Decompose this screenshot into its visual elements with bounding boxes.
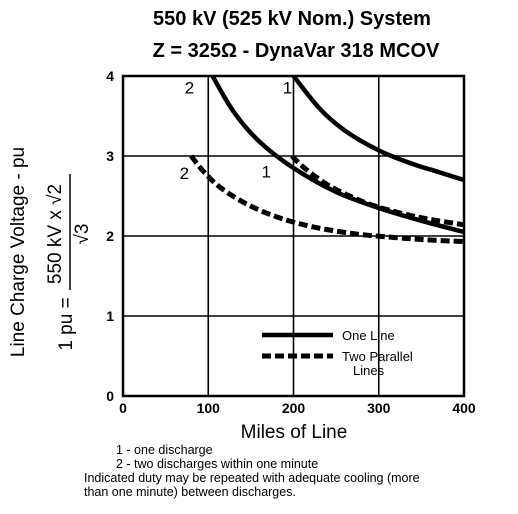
y-tick-label-3: 3 [106, 148, 114, 164]
curve-labels: 2 1 2 1 [180, 79, 293, 184]
two-parallel-lines-curve-1 [290, 154, 465, 228]
x-tick-label-300: 300 [367, 400, 391, 416]
note-3: Indicated duty may be repeated with adeq… [84, 471, 420, 485]
chart: 550 kV (525 kV Nom.) System Z = 325Ω - D… [8, 8, 476, 440]
series-group [189, 74, 465, 245]
legend-label-two-parallel-lines: Two Parallel Lines [342, 349, 413, 378]
legend-label-one-line: One Line [342, 328, 395, 343]
pu-definition-lhs: 1 pu = [56, 297, 77, 350]
one-line-curve-2 [210, 74, 465, 235]
note-1: 1 - one discharge [116, 443, 213, 457]
x-tick-label-0: 0 [119, 400, 127, 416]
y-tick-labels: 0 1 2 3 4 [106, 68, 114, 404]
y-axis-label: Line Charge Voltage - pu [8, 147, 29, 357]
x-tick-labels: 0 100 200 300 400 [119, 400, 476, 416]
curve-label-2: 1 [283, 79, 292, 98]
chart-subtitle: Z = 325Ω - DynaVar 318 MCOV [153, 40, 440, 62]
curve-label-3: 2 [180, 164, 189, 183]
pu-definition-denominator: √3 [72, 224, 93, 245]
pu-definition: 1 pu = 550 kV x √2 √3 [45, 174, 93, 351]
grid [122, 75, 465, 397]
notes: 1 - one discharge 2 - two discharges wit… [84, 443, 514, 499]
y-tick-label-0: 0 [106, 388, 114, 404]
note-2: 2 - two discharges within one minute [116, 457, 319, 471]
y-tick-label-2: 2 [106, 228, 114, 244]
x-tick-label-100: 100 [197, 400, 221, 416]
note-4: than one minute) between discharges. [84, 485, 296, 499]
pu-definition-numerator: 550 kV x √2 [45, 184, 66, 284]
two-parallel-lines-curve-2 [189, 154, 465, 245]
chart-title: 550 kV (525 kV Nom.) System [153, 8, 431, 30]
curve-label-4: 1 [261, 163, 270, 182]
one-line-curve-1 [291, 74, 465, 183]
x-axis-label: Miles of Line [241, 422, 348, 440]
x-tick-label-400: 400 [452, 400, 476, 416]
y-tick-label-1: 1 [106, 308, 114, 324]
legend: One Line Two Parallel Lines [262, 328, 413, 378]
plot-frame [121, 74, 466, 398]
y-tick-label-4: 4 [106, 68, 114, 84]
curve-label-1: 2 [185, 79, 194, 98]
x-tick-label-200: 200 [282, 400, 306, 416]
